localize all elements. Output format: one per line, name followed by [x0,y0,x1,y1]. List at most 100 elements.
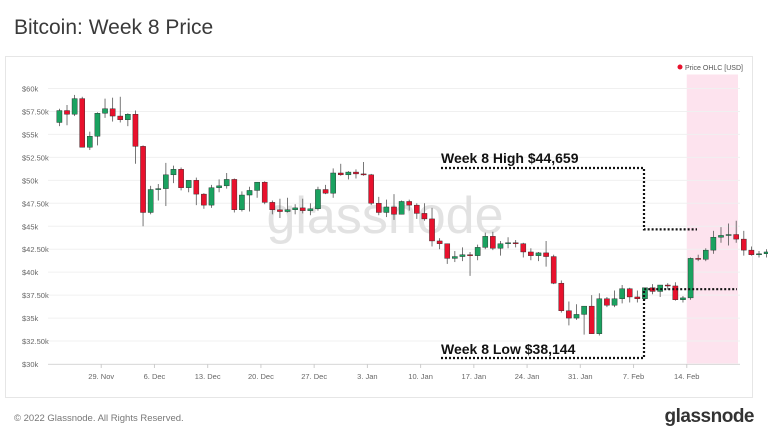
x-tick-label: 27. Dec [301,372,327,381]
y-tick-label: $45k [22,222,39,231]
candle-body [421,213,428,220]
x-tick-label: 17. Jan [462,372,487,381]
candle-body [619,288,625,299]
candle-body [277,209,283,212]
candle-body [132,114,139,147]
x-tick-label: 6. Dec [144,372,166,381]
candle-body [322,189,329,194]
x-tick-label: 31. Jan [568,372,593,381]
candle-body [490,236,496,249]
y-tick-label: $30k [22,360,39,369]
candle-body [436,240,443,244]
candle-body [588,305,595,334]
candle-body [406,201,412,206]
candle-body [315,189,321,210]
candle-body [710,237,717,251]
candle-body [414,204,420,214]
candle-body [512,242,519,244]
candle-body [109,108,116,117]
candle-body [391,206,397,215]
week-8-low-marker [441,288,737,360]
y-tick-label: $50k [22,176,39,185]
watermark: glassnode [266,187,503,245]
candle-body [64,110,70,115]
candle-body [353,171,359,175]
candle-body [550,256,557,284]
candle-body [170,169,177,176]
candle-body [269,202,276,210]
y-tick-label: $32.50k [22,337,49,346]
candle-body [573,314,580,319]
y-tick-label: $47.50k [22,199,49,208]
candle-body [87,136,93,148]
candle-body [474,247,481,256]
candle-body [543,252,549,257]
week-8-low-label: Week 8 Low $38,144 [441,341,576,357]
candle-body [284,209,291,212]
y-tick-label: $52.50k [22,153,49,162]
candle-body [452,256,458,259]
candle-body [733,234,739,240]
page-title: Bitcoin: Week 8 Price [14,16,214,39]
candle-body [680,297,686,300]
candle-body [626,288,633,298]
candle-body [231,179,238,210]
candle-body [337,172,344,176]
candle-body [376,203,382,213]
x-tick-label: 13. Dec [195,372,221,381]
candle-body [246,190,253,196]
candle-body [261,181,268,203]
candle-body [467,254,473,256]
candle-body [611,298,618,306]
y-tick-label: $35k [22,314,39,323]
candle-body [330,172,336,194]
candle-body [672,285,679,300]
candle-body [71,98,78,115]
candle-body [193,180,200,195]
candle-body [505,242,511,244]
candle-body [642,287,648,299]
candle-body [763,251,768,254]
candle-body [725,234,732,236]
candle-body [56,110,63,123]
candle-body [216,185,222,188]
x-tick-label: 24. Jan [515,372,540,381]
candle-body [140,146,146,213]
candle-body [497,243,504,249]
glassnode-logo: glassnode [664,406,755,427]
candle-body [718,235,724,238]
candle-body [558,282,565,311]
legend-dot [677,64,683,70]
candle-body [566,310,572,319]
candle-body [345,171,352,176]
candle-body [528,251,534,256]
candle-body [535,252,542,256]
candle-body [178,169,184,188]
candle-body [239,194,245,210]
candle-body [299,207,306,211]
candle-body [185,180,192,188]
y-tick-label: $42.50k [22,245,49,254]
candle-body [741,238,747,251]
candle-body [208,187,215,206]
candle-body [254,181,260,191]
candle-body [398,201,405,215]
candle-body [634,296,641,299]
x-tick-label: 20. Dec [248,372,274,381]
candle-body [163,174,169,189]
candle-body [604,298,610,306]
candle-body [748,249,755,255]
week-8-highlight [686,74,738,364]
x-tick-label: 7. Feb [623,372,644,381]
candle-body [520,243,527,253]
candle-body [695,258,701,260]
y-tick-label: $60k [22,85,39,94]
candle-body [292,207,298,210]
candle-body [147,189,154,213]
week-8-high-marker [441,166,697,231]
week-8-high-label: Week 8 High $44,659 [441,150,579,166]
candle-body [444,243,451,259]
candle-body [155,188,162,190]
candle-body [459,254,466,257]
